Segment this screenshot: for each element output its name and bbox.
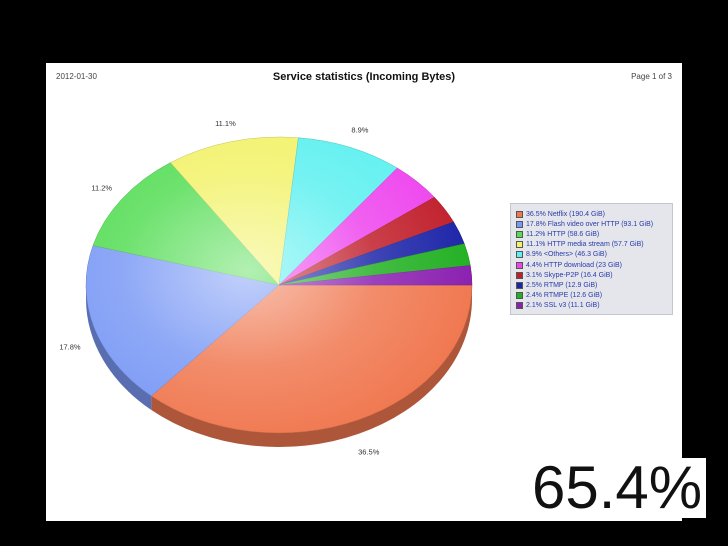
legend-item: 11.2% HTTP (58.6 GiB) (516, 229, 668, 239)
slice-label: 36.5% (358, 447, 380, 456)
pie-chart: 36.5% 17.8% 11.2% 11.1% 8.9% (59, 119, 473, 456)
legend-label: 8.9% <Others> (46.3 GiB) (526, 251, 607, 259)
legend-swatch (516, 271, 523, 279)
legend-item: 17.8% Flash video over HTTP (93.1 GiB) (516, 219, 668, 229)
legend-swatch (516, 210, 523, 218)
slice-label: 11.2% (91, 184, 112, 193)
legend-label: 36.5% Netflix (190.4 GiB) (526, 210, 605, 218)
legend-item: 2.4% RTMPE (12.6 GiB) (516, 291, 668, 301)
legend-item: 2.5% RTMP (12.9 GiB) (516, 280, 668, 290)
legend-swatch (516, 281, 523, 289)
legend-label: 11.2% HTTP (58.6 GiB) (526, 230, 600, 238)
legend-swatch (516, 220, 523, 228)
legend-swatch (516, 251, 523, 259)
legend-label: 11.1% HTTP media stream (57.7 GiB) (526, 241, 644, 249)
legend-label: 2.1% SSL v3 (11.1 GiB) (526, 302, 600, 310)
legend-swatch (516, 241, 523, 249)
legend-item: 4.4% HTTP download (23 GiB) (516, 260, 668, 270)
legend-item: 8.9% <Others> (46.3 GiB) (516, 250, 668, 260)
report-page: 2012-01-30 Service statistics (Incoming … (46, 63, 707, 521)
legend-label: 17.8% Flash video over HTTP (93.1 GiB) (526, 220, 654, 228)
chart-legend: 36.5% Netflix (190.4 GiB) 17.8% Flash vid… (510, 203, 673, 315)
legend-item: 36.5% Netflix (190.4 GiB) (516, 209, 668, 219)
pie-side-wall (86, 285, 152, 411)
slice-label: 17.8% (59, 343, 81, 352)
legend-item: 11.1% HTTP media stream (57.7 GiB) (516, 240, 668, 250)
pie-side-wall (151, 285, 472, 448)
legend-item: 3.1% Skype-P2P (16.4 GiB) (516, 270, 668, 280)
legend-swatch (516, 302, 523, 310)
legend-swatch (516, 292, 523, 300)
pie-highlight (86, 137, 472, 433)
legend-label: 2.5% RTMP (12.9 GiB) (526, 281, 598, 289)
overlay-percentage: 65.4% (528, 458, 707, 518)
page-indicator: Page 1 of 3 (631, 72, 672, 81)
chart-title: Service statistics (Incoming Bytes) (272, 71, 456, 83)
legend-label: 4.4% HTTP download (23 GiB) (526, 261, 622, 269)
slice-label: 11.1% (215, 119, 236, 128)
legend-item: 2.1% SSL v3 (11.1 GiB) (516, 301, 668, 311)
slice-label: 8.9% (351, 126, 368, 135)
legend-swatch (516, 230, 523, 238)
legend-label: 2.4% RTMPE (12.6 GiB) (526, 292, 603, 300)
report-date: 2012-01-30 (56, 72, 97, 81)
legend-swatch (516, 261, 523, 269)
legend-label: 3.1% Skype-P2P (16.4 GiB) (526, 271, 613, 279)
